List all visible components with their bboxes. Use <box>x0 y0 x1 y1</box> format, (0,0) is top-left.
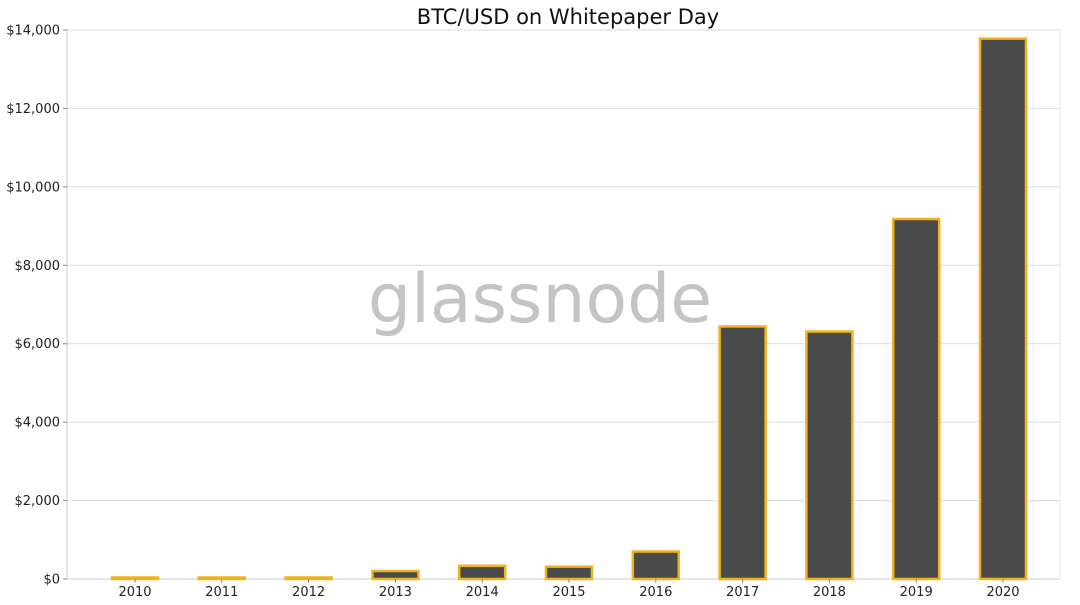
bar-2016 <box>631 550 681 581</box>
y-tick-label: $2,000 <box>15 494 61 509</box>
x-tick-label: 2018 <box>813 585 846 600</box>
x-tick-label: 2017 <box>726 585 759 600</box>
gridlines <box>67 29 1060 502</box>
x-tick-label: 2011 <box>205 585 238 600</box>
bar-2018 <box>805 330 854 581</box>
bar-2010 <box>110 576 160 581</box>
y-tick-labels: $0 $2,000 $4,000 $6,000 $8,000 $10,000 $12,000… <box>6 24 67 588</box>
y-tick-label: $12,000 <box>6 102 60 117</box>
x-tick-label: 2015 <box>552 585 585 600</box>
y-tick-label: $4,000 <box>15 416 61 431</box>
bar-2019 <box>891 217 941 581</box>
bar-2017 <box>718 325 767 581</box>
bar-2020 <box>978 37 1028 581</box>
x-tick-label: 2014 <box>466 585 499 600</box>
y-tick-label: $14,000 <box>6 24 60 39</box>
x-tick-label: 2010 <box>118 585 151 600</box>
x-tick-label: 2019 <box>900 585 933 600</box>
x-tick-label: 2020 <box>986 585 1019 600</box>
x-tick-labels: 2010 2011 2012 2013 2014 2015 2016 2017 2018 2019… <box>118 579 1020 600</box>
y-tick-label: $0 <box>43 573 60 588</box>
bar-2013 <box>371 569 420 581</box>
bar-2015 <box>544 565 594 581</box>
glassnode-watermark: glassnode <box>368 260 712 339</box>
bars <box>110 37 1028 581</box>
x-tick-label: 2013 <box>379 585 412 600</box>
y-tick-label: $8,000 <box>15 259 61 274</box>
bar-2011 <box>197 576 247 581</box>
bar-2014 <box>457 564 507 581</box>
y-tick-label: $6,000 <box>15 337 61 352</box>
y-tick-label: $10,000 <box>6 180 60 195</box>
x-tick-label: 2012 <box>292 585 325 600</box>
bar-2012 <box>284 576 333 581</box>
chart-title: BTC/USD on Whitepaper Day <box>417 5 719 29</box>
x-tick-label: 2016 <box>639 585 672 600</box>
